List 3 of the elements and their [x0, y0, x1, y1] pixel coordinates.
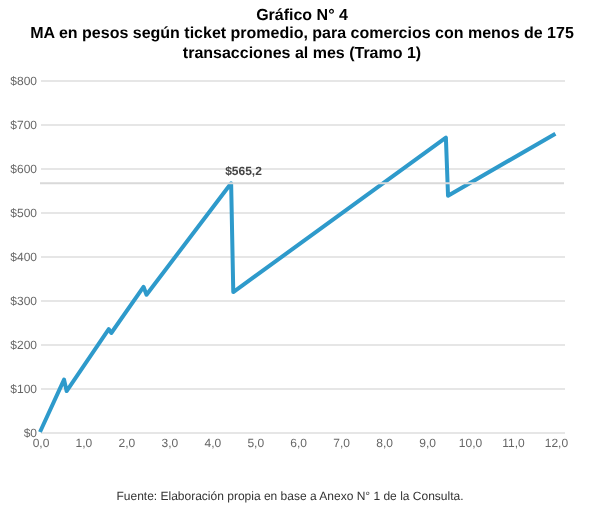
line-series — [38, 131, 558, 434]
chart-subtitle: MA en pesos según ticket promedio, para comercios con menos de 175 transacciones al mes (Tramo 1) — [30, 24, 575, 62]
chart-title: Gráfico N° 4 — [256, 6, 349, 24]
